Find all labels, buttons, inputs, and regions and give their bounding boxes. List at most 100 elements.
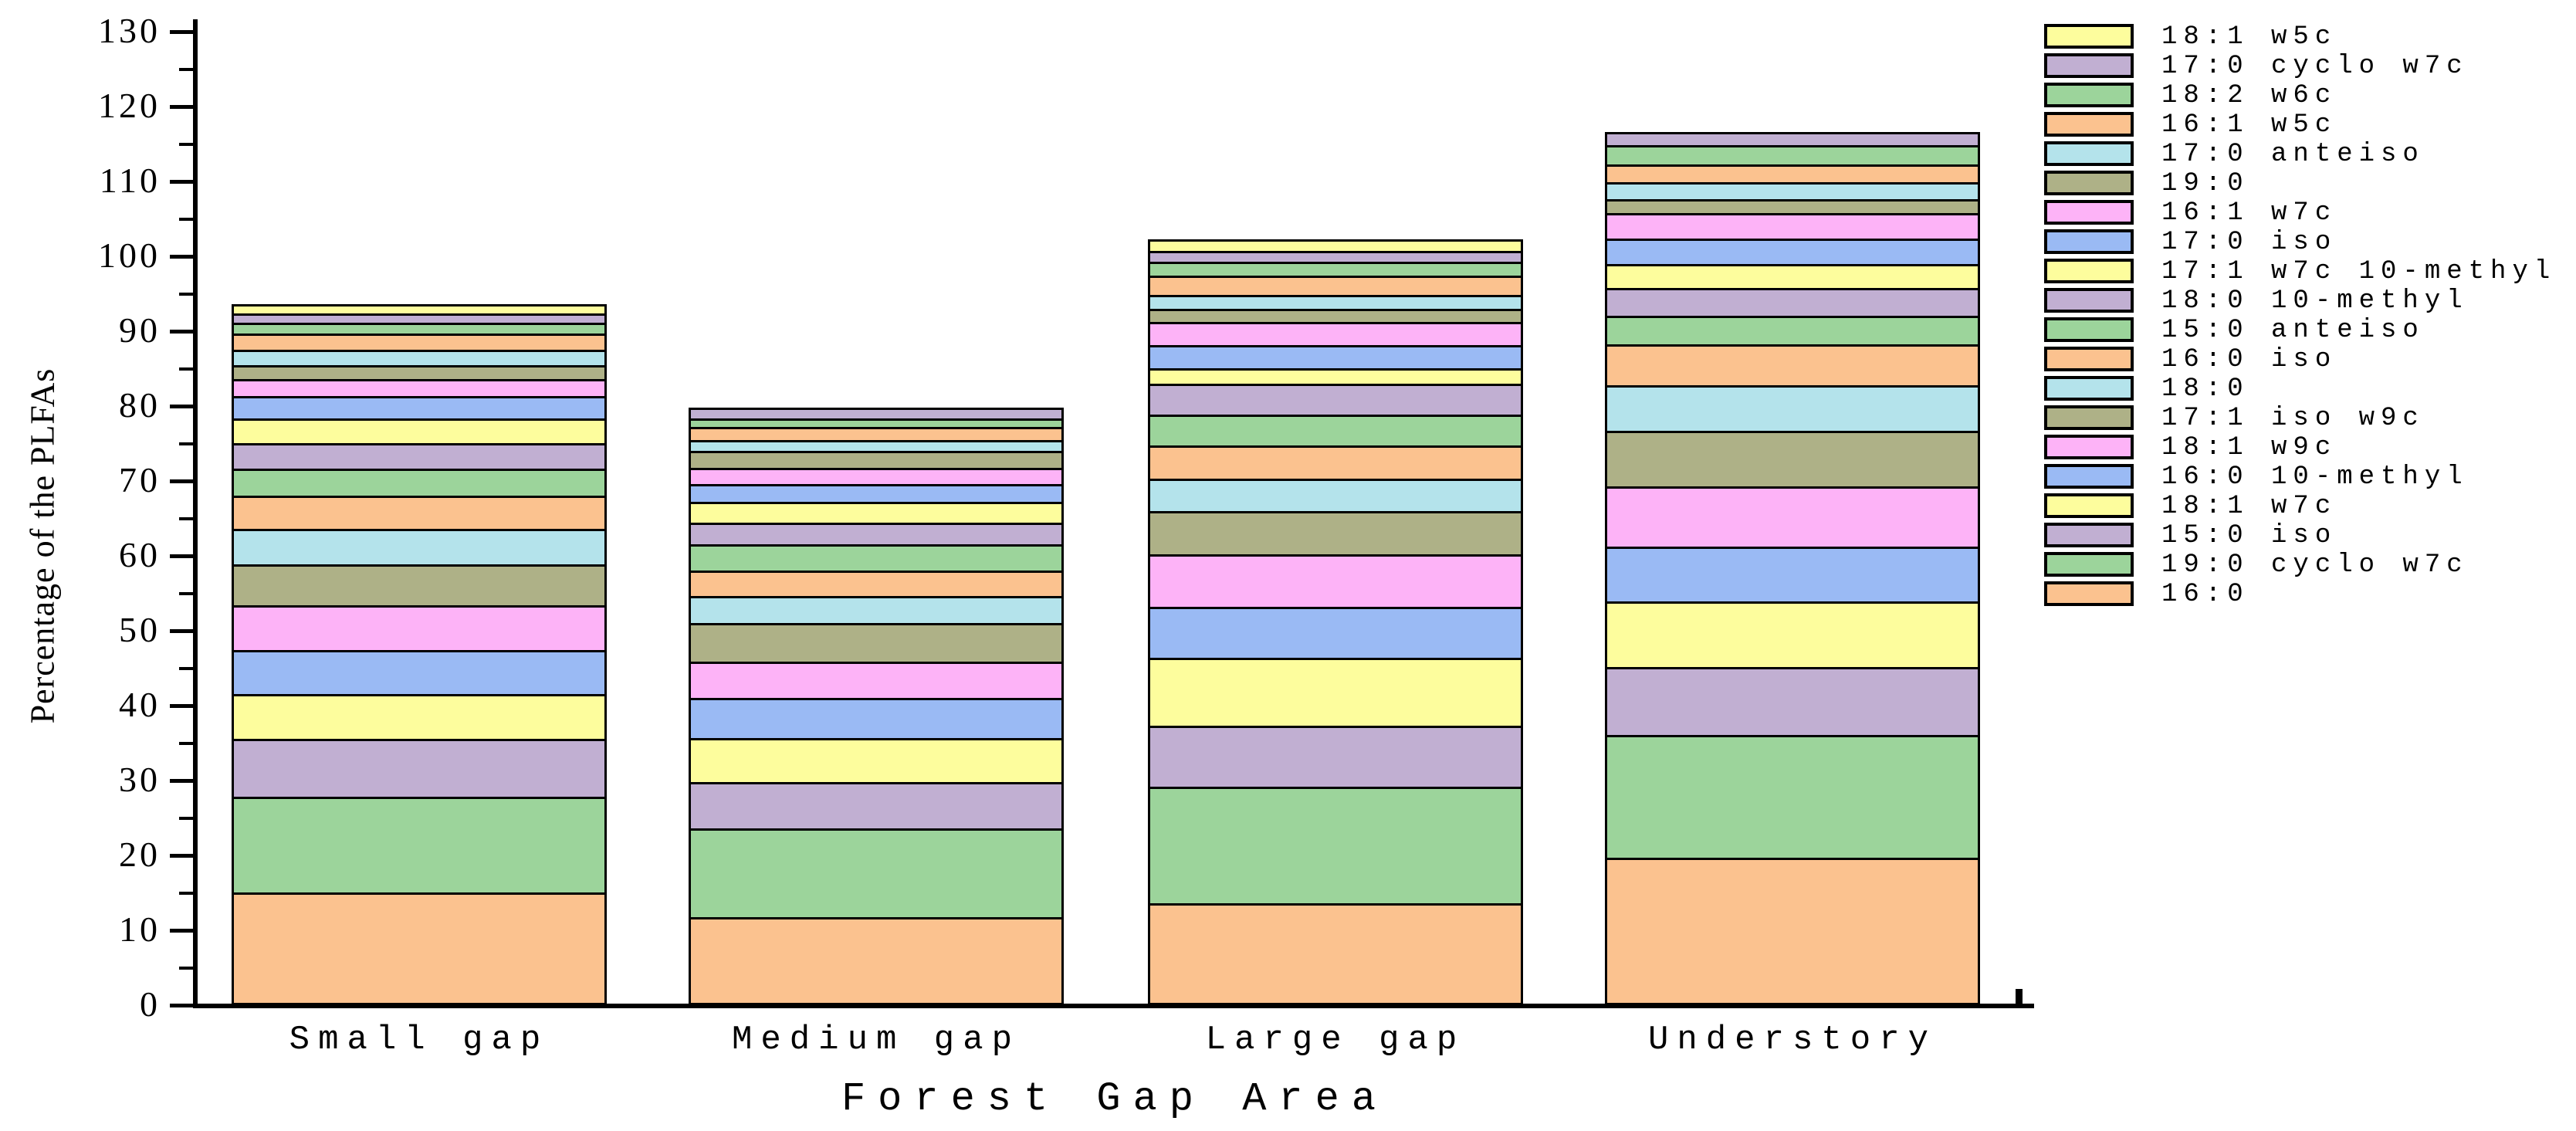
segment-16-0: [1148, 902, 1523, 1005]
segment-18-1-w7c: [232, 694, 607, 741]
y-minor-tick-95: [179, 292, 193, 296]
segment-16-0-10-methyl: [1605, 547, 1980, 604]
legend-swatch: [2044, 493, 2134, 518]
y-minor-tick-75: [179, 442, 193, 445]
y-minor-tick-15: [179, 891, 193, 895]
legend-swatch: [2044, 581, 2134, 606]
segment-17-1-iso-w9c: [1148, 510, 1523, 557]
legend-label: 16:1 w7c: [2161, 198, 2337, 228]
y-tick-label-50: 50: [119, 610, 161, 649]
segment-18-1-w9c: [1148, 554, 1523, 609]
segment-16-1-w7c: [1605, 212, 1980, 241]
segment-18-1-w9c: [689, 661, 1064, 701]
segment-19-0: [1148, 308, 1523, 325]
y-tick-label-0: 0: [140, 984, 161, 1024]
y-minor-tick-105: [179, 217, 193, 221]
segment-17-1-w7c-10-methyl: [232, 418, 607, 446]
segment-19-0-cyclo-w7c: [689, 828, 1064, 920]
y-minor-tick-65: [179, 516, 193, 520]
y-major-tick-90: [170, 330, 193, 334]
y-major-tick-30: [170, 779, 193, 783]
legend-label: 16:0: [2161, 580, 2249, 609]
segment-15-0-anteiso: [232, 469, 607, 499]
y-axis-line: [193, 19, 198, 1008]
legend-label: 18:2 w6c: [2161, 81, 2337, 110]
segment-17-0-iso: [689, 483, 1064, 505]
legend-swatch: [2044, 435, 2134, 459]
legend-swatch: [2044, 347, 2134, 371]
legend-label: 18:0 10-methyl: [2161, 286, 2469, 316]
segment-18-1-w9c: [1605, 486, 1980, 550]
segment-17-1-w7c-10-methyl: [1148, 368, 1523, 386]
y-major-tick-50: [170, 629, 193, 633]
legend-label: 18:1 w7c: [2161, 492, 2337, 521]
y-minor-tick-85: [179, 367, 193, 371]
segment-16-0: [232, 892, 607, 1005]
segment-18-2-w6c: [1605, 145, 1980, 167]
segment-16-1-w5c: [232, 333, 607, 353]
segment-15-0-iso: [1148, 726, 1523, 789]
legend-swatch: [2044, 53, 2134, 78]
segment-18-0-10-methyl: [232, 443, 607, 472]
segment-15-0-iso: [232, 738, 607, 800]
segment-16-0-10-methyl: [232, 650, 607, 697]
segment-16-0-iso: [232, 496, 607, 531]
segment-16-1-w5c: [1148, 276, 1523, 298]
legend-swatch: [2044, 405, 2134, 430]
y-tick-label-110: 110: [99, 161, 161, 200]
legend-label: 17:0 cyclo w7c: [2161, 52, 2469, 81]
segment-15-0-iso: [689, 781, 1064, 831]
segment-19-0-cyclo-w7c: [1605, 734, 1980, 860]
y-minor-tick-35: [179, 741, 193, 745]
segment-18-0: [1148, 479, 1523, 513]
segment-17-0-anteiso: [232, 350, 607, 367]
segment-16-1-w5c: [1605, 164, 1980, 185]
segment-18-1-w5c: [1148, 239, 1523, 254]
legend-label: 16:1 w5c: [2161, 110, 2337, 140]
segment-17-1-w7c-10-methyl: [689, 502, 1064, 526]
y-minor-tick-55: [179, 591, 193, 595]
y-minor-tick-115: [179, 142, 193, 146]
y-major-tick-0: [170, 1004, 193, 1007]
legend-swatch: [2044, 288, 2134, 313]
segment-17-0-cyclo-w7c: [1605, 131, 1980, 148]
legend-swatch: [2044, 171, 2134, 195]
segment-16-0: [689, 917, 1064, 1005]
y-minor-tick-125: [179, 67, 193, 71]
y-tick-label-90: 90: [119, 310, 161, 350]
y-major-tick-40: [170, 704, 193, 708]
segment-18-0: [689, 596, 1064, 626]
segment-16-0-10-methyl: [689, 698, 1064, 740]
y-tick-label-10: 10: [119, 909, 161, 949]
x-axis-title: Forest Gap Area: [841, 1076, 1389, 1122]
segment-18-1-w5c: [232, 304, 607, 316]
y-tick-label-80: 80: [119, 385, 161, 425]
segment-17-0-iso: [1605, 238, 1980, 266]
y-tick-label-20: 20: [119, 835, 161, 874]
bar-understory: [1605, 131, 1980, 1005]
y-tick-label-120: 120: [98, 86, 161, 125]
segment-17-1-iso-w9c: [689, 623, 1064, 664]
segment-15-0-iso: [1605, 667, 1980, 737]
segment-17-0-iso: [232, 396, 607, 422]
legend-label: 19:0: [2161, 169, 2249, 198]
category-label-small-gap: Small gap: [289, 1021, 550, 1059]
x-tick-axis-end: [2016, 989, 2023, 1005]
bar-large-gap: [1148, 239, 1523, 1005]
legend-swatch: [2044, 83, 2134, 107]
segment-17-0-anteiso: [1148, 295, 1523, 311]
y-tick-label-100: 100: [98, 235, 161, 275]
legend-label: 15:0 anteiso: [2161, 316, 2425, 345]
legend-label: 17:1 iso w9c: [2161, 404, 2425, 433]
legend-swatch: [2044, 141, 2134, 166]
y-major-tick-100: [170, 255, 193, 259]
segment-18-0-10-methyl: [1148, 383, 1523, 417]
segment-17-0-iso: [1148, 345, 1523, 371]
segment-18-0: [1605, 384, 1980, 433]
y-minor-tick-45: [179, 666, 193, 670]
segment-18-2-w6c: [1148, 261, 1523, 279]
segment-17-0-anteiso: [1605, 181, 1980, 202]
y-tick-label-40: 40: [119, 685, 161, 724]
legend-swatch: [2044, 317, 2134, 342]
